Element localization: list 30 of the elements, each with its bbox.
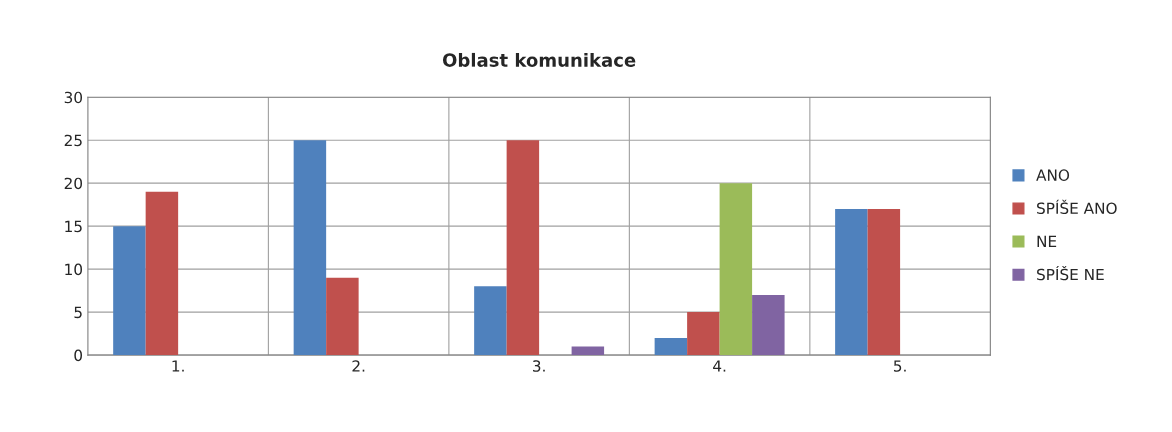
bar bbox=[654, 337, 688, 356]
y-tick-label: 25 bbox=[64, 134, 82, 147]
bar bbox=[867, 208, 901, 356]
x-tick-label: 3. bbox=[533, 360, 545, 372]
bar bbox=[145, 191, 179, 356]
legend-label: NE bbox=[1037, 235, 1057, 247]
bar bbox=[506, 140, 540, 356]
x-tick-label: 2. bbox=[352, 360, 365, 372]
y-tick-label: 5 bbox=[74, 306, 82, 319]
y-tick-label: 20 bbox=[64, 177, 83, 190]
bar bbox=[293, 140, 327, 356]
legend-label: ANO bbox=[1036, 169, 1070, 181]
x-tick-label: 5. bbox=[893, 360, 906, 372]
bar bbox=[326, 277, 359, 356]
y-tick-label: 10 bbox=[65, 263, 83, 276]
bar bbox=[687, 312, 720, 356]
bar bbox=[113, 226, 146, 356]
legend-label: SPÍŠE ANO bbox=[1037, 199, 1117, 215]
chart-title: Oblast komunikace bbox=[442, 52, 636, 67]
y-tick-label: 0 bbox=[74, 349, 83, 362]
bar bbox=[835, 208, 868, 356]
bar bbox=[474, 286, 507, 356]
y-tick-label: 30 bbox=[64, 91, 83, 104]
y-tick-label: 15 bbox=[65, 220, 82, 233]
bar bbox=[719, 183, 753, 356]
x-tick-label: 1. bbox=[172, 360, 184, 372]
bar bbox=[752, 294, 785, 356]
bar bbox=[571, 346, 605, 356]
legend-label: SPÍŠE NE bbox=[1037, 265, 1104, 281]
x-tick-label: 4. bbox=[713, 360, 726, 372]
